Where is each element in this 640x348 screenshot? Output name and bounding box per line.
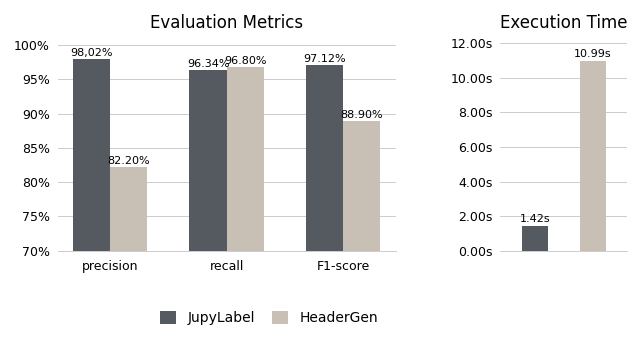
Bar <box>580 61 605 251</box>
Bar <box>73 58 110 348</box>
Title: Evaluation Metrics: Evaluation Metrics <box>150 14 303 32</box>
Text: 97.12%: 97.12% <box>303 54 346 64</box>
Bar <box>110 167 147 348</box>
Text: 82.20%: 82.20% <box>108 156 150 166</box>
Text: 88.90%: 88.90% <box>340 110 383 120</box>
Bar <box>189 70 227 348</box>
Bar <box>522 226 548 251</box>
Text: 96.34%: 96.34% <box>187 60 229 70</box>
Text: 1.42s: 1.42s <box>520 214 550 224</box>
Bar <box>227 67 264 348</box>
Bar <box>306 65 343 348</box>
Legend: JupyLabel, HeaderGen: JupyLabel, HeaderGen <box>154 306 383 331</box>
Text: 10.99s: 10.99s <box>574 49 611 59</box>
Title: Execution Time: Execution Time <box>500 14 628 32</box>
Text: 96.80%: 96.80% <box>224 56 267 66</box>
Bar <box>343 121 380 348</box>
Text: 98,02%: 98,02% <box>70 48 113 58</box>
